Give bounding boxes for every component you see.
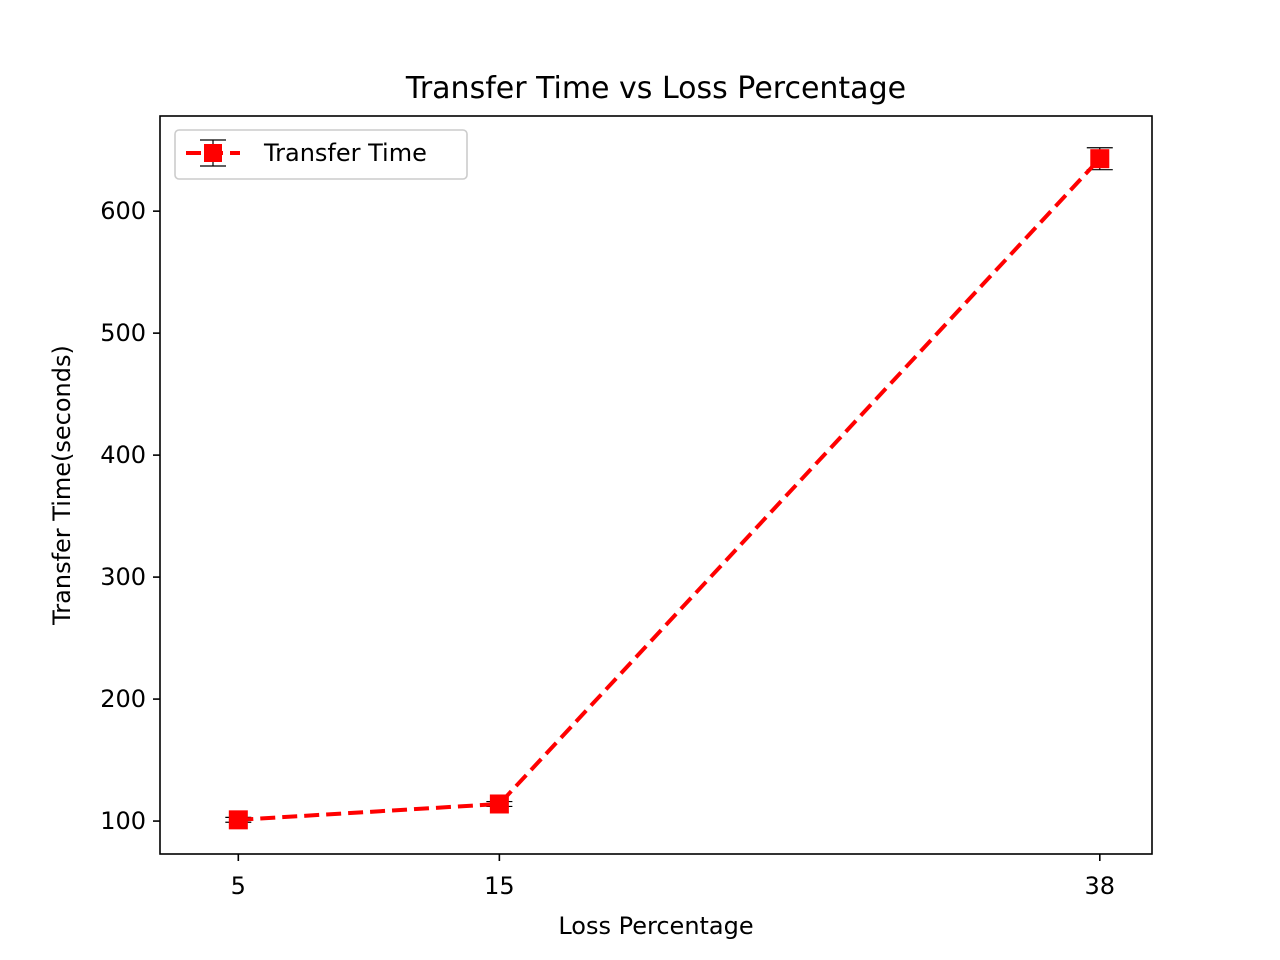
x-tick-label: 38 (1085, 872, 1116, 900)
x-tick-label: 15 (484, 872, 515, 900)
axes-frame (159, 115, 1153, 855)
legend-label: Transfer Time (263, 139, 427, 167)
x-tick-label: 5 (231, 872, 246, 900)
plot-area: 5 15 38 100 200 300 400 500 600 Transfer Time (100, 115, 1153, 900)
data-point (1090, 149, 1110, 169)
y-tick-label: 500 (100, 319, 146, 347)
y-tick-label: 200 (100, 685, 146, 713)
y-tick-label: 600 (100, 197, 146, 225)
y-axis-label: Transfer Time(seconds) (48, 345, 76, 626)
data-point (489, 794, 509, 814)
series-line (238, 157, 1102, 822)
y-tick-label: 100 (100, 807, 146, 835)
chart-title: Transfer Time vs Loss Percentage (405, 71, 906, 106)
y-tick-label: 300 (100, 563, 146, 591)
legend-box (174, 129, 468, 180)
data-point (228, 810, 248, 830)
x-axis-label: Loss Percentage (558, 912, 753, 940)
y-tick-label: 400 (100, 441, 146, 469)
legend-marker (204, 144, 222, 162)
